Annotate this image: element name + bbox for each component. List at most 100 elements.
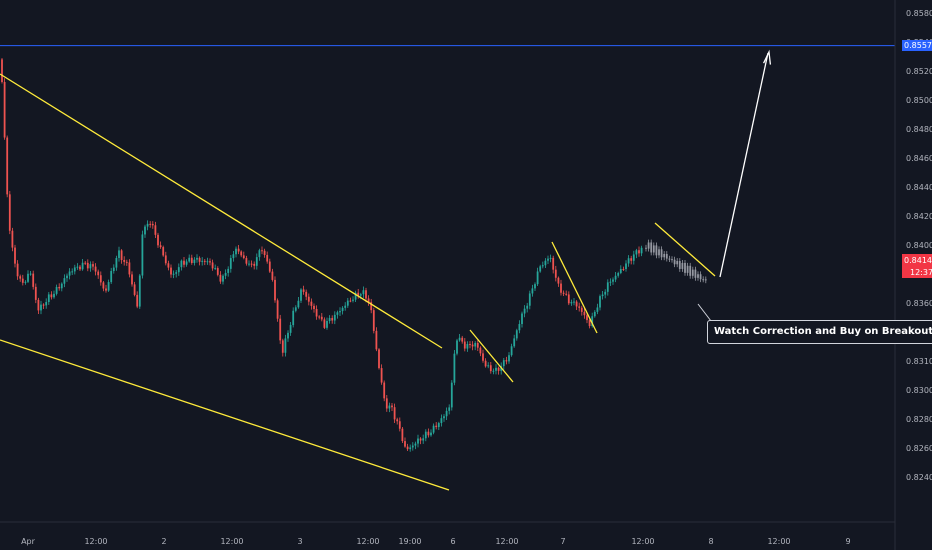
candle: [372, 307, 375, 334]
candle: [427, 428, 430, 438]
candle: [307, 293, 310, 306]
candle: [320, 313, 323, 322]
time-tick-label: 19:00: [398, 537, 421, 546]
candle: [383, 380, 386, 402]
candle: [159, 241, 162, 249]
candle: [531, 284, 534, 297]
candle: [102, 280, 105, 292]
candle: [518, 320, 521, 334]
candle: [578, 302, 581, 312]
candle: [380, 364, 383, 385]
candle: [242, 251, 245, 260]
candle: [73, 264, 76, 275]
candle: [58, 283, 61, 291]
candle: [365, 287, 367, 303]
candle: [411, 442, 414, 451]
wedge-lower-trendline[interactable]: [0, 339, 450, 491]
candle: [154, 221, 157, 238]
level-price-tag: 0.85575: [902, 40, 932, 51]
candle: [450, 380, 453, 411]
price-tick-label: 0.82400: [906, 473, 932, 482]
candle: [378, 348, 380, 370]
candle: [528, 290, 531, 310]
time-tick-label: 3: [297, 537, 302, 546]
candle: [469, 341, 471, 349]
candle: [614, 272, 617, 283]
candle: [232, 250, 235, 262]
candle: [601, 291, 604, 300]
candle: [271, 268, 274, 282]
projection-candle: [650, 239, 653, 256]
flag-trendline-1[interactable]: [469, 329, 514, 383]
candle: [45, 298, 48, 309]
time-tick-label: 12:00: [84, 537, 107, 546]
candle: [131, 271, 133, 287]
candle: [580, 305, 583, 316]
candle: [575, 300, 578, 311]
projection-candle: [681, 260, 684, 272]
candle: [255, 253, 258, 270]
candle: [89, 261, 92, 272]
candle: [183, 256, 185, 268]
candle: [599, 294, 601, 311]
projection-candle: [652, 242, 655, 256]
wedge-upper-trendline[interactable]: [0, 73, 443, 349]
flag-trendline-2[interactable]: [551, 241, 598, 334]
candle: [466, 341, 469, 352]
candle: [502, 357, 505, 370]
candle: [362, 286, 365, 298]
time-tick-label: 12:00: [220, 537, 243, 546]
candle: [6, 135, 9, 198]
candle: [562, 290, 565, 296]
time-axis: Apr 12:00 2 12:00 3 12:00 19:00 6 12:00 7 12:00 8 12…: [21, 537, 850, 546]
time-tick-label: 6: [450, 537, 455, 546]
candle: [445, 407, 448, 420]
candle: [497, 366, 500, 375]
candle: [209, 258, 211, 266]
candle: [190, 254, 193, 265]
breakout-arrow-line[interactable]: [719, 52, 769, 278]
annotation-text: Watch Correction and Buy on Breakout: [714, 326, 932, 337]
candle: [188, 254, 191, 263]
candle: [235, 246, 237, 258]
candle: [547, 255, 549, 264]
candle: [328, 315, 331, 324]
candle: [281, 338, 284, 357]
candle: [99, 271, 102, 286]
candles: [1, 58, 643, 452]
candle: [489, 361, 492, 374]
candle: [419, 437, 422, 445]
projection-candle: [676, 258, 679, 268]
candle: [185, 259, 188, 267]
candle: [557, 276, 560, 287]
candle: [8, 190, 11, 235]
candle: [539, 264, 542, 273]
candle: [219, 271, 222, 284]
candle: [224, 269, 227, 280]
annotation-callout[interactable]: Watch Correction and Buy on Breakout: [707, 320, 932, 344]
projection-candle: [647, 239, 650, 252]
candle: [479, 346, 482, 357]
candle: [521, 311, 523, 328]
time-tick-label: 8: [708, 537, 713, 546]
candle: [492, 368, 495, 375]
projection-candle: [658, 246, 660, 259]
candle: [177, 263, 180, 276]
projection-candle: [684, 260, 686, 276]
candle: [333, 311, 336, 325]
projection-candle: [655, 242, 658, 259]
candle: [136, 291, 139, 309]
flag-trendline-3[interactable]: [654, 222, 716, 277]
candle: [391, 402, 393, 411]
candle: [458, 333, 461, 342]
